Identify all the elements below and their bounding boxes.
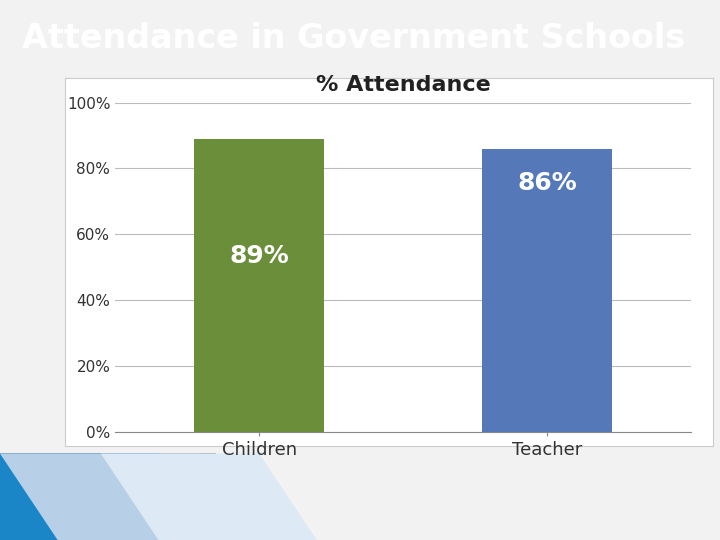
Bar: [482, 148, 612, 432]
Text: 89%: 89%: [230, 244, 289, 268]
Polygon shape: [0, 454, 202, 540]
Polygon shape: [101, 454, 317, 540]
Text: Attendance in Government Schools: Attendance in Government Schools: [22, 22, 685, 55]
Bar: [194, 139, 324, 432]
Text: 86%: 86%: [518, 171, 577, 195]
Polygon shape: [0, 454, 216, 540]
Title: % Attendance: % Attendance: [316, 76, 490, 96]
Polygon shape: [0, 454, 259, 540]
